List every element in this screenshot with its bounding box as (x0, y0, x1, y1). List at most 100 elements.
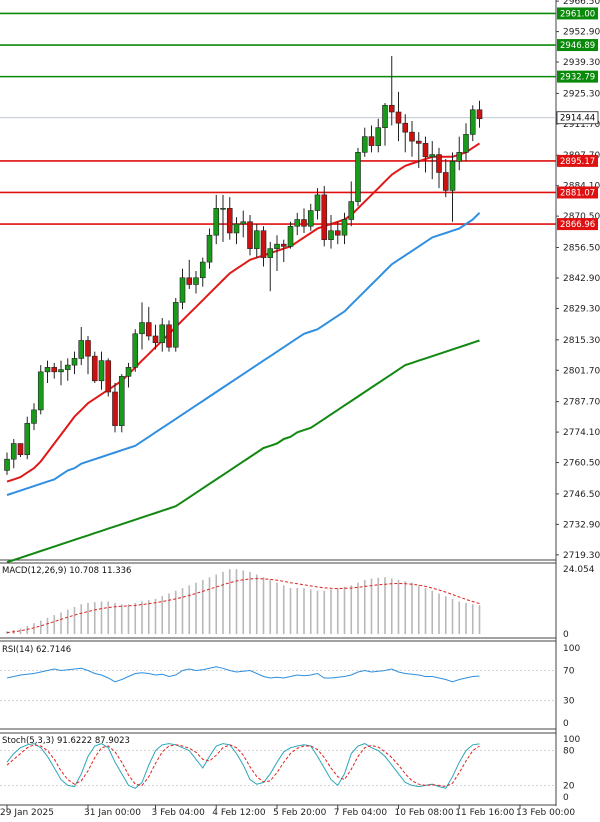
price-tick-label: 2966.50 (563, 0, 600, 7)
candle (64, 364, 71, 370)
macd-tick-label: 0 (563, 630, 569, 640)
candle (463, 134, 469, 153)
candle (85, 340, 91, 357)
candle (334, 230, 341, 236)
price-tick-label: 2829.30 (563, 304, 600, 314)
time-tick-label: 4 Feb 12:00 (212, 808, 266, 818)
candle (442, 172, 449, 191)
price-tick-label: 2856.50 (563, 244, 600, 254)
candle (469, 109, 476, 135)
candle (280, 243, 287, 247)
price-plot-bg (0, 0, 556, 560)
price-tick-label: 2787.70 (563, 398, 600, 408)
time-tick-label: 13 Feb 00:00 (516, 808, 575, 818)
stoch-title: Stoch(5,3,3) 91.6222 87.9023 (2, 736, 130, 746)
candle (193, 277, 199, 285)
price-tick-label: 2746.50 (563, 490, 600, 500)
price-tick-label: 2870.50 (563, 212, 600, 222)
candle (388, 104, 395, 113)
candle (395, 111, 402, 124)
level-tag (557, 154, 598, 167)
price-tick-label: 2925.30 (563, 89, 600, 99)
price-tick-label: 2760.50 (563, 459, 600, 469)
candle (58, 369, 64, 373)
candle (152, 335, 159, 344)
candle (44, 367, 51, 373)
candle (260, 230, 267, 258)
candle (166, 324, 172, 348)
candle (91, 355, 98, 382)
candle (71, 358, 78, 366)
level-tag-label: 2932.79 (560, 73, 595, 83)
candle (132, 333, 139, 368)
candle (274, 243, 280, 249)
candle (78, 340, 85, 359)
price-tick-label: 2801.70 (563, 366, 600, 376)
level-tag-label: 2881.07 (560, 188, 595, 198)
price-tick-label: 2719.30 (563, 551, 600, 561)
candle (456, 152, 463, 162)
candle (213, 208, 220, 236)
candle (206, 234, 213, 263)
candle (247, 221, 253, 249)
stoch-tick-label: 20 (563, 781, 575, 791)
candle (220, 208, 226, 210)
candle (307, 210, 314, 227)
candle (355, 152, 361, 202)
level-tag-label: 2961.00 (560, 9, 595, 19)
candle (186, 277, 193, 285)
candle (31, 409, 37, 424)
candle (361, 136, 368, 153)
candle (159, 324, 166, 344)
candle (139, 322, 145, 335)
candle (240, 221, 247, 225)
candle (476, 109, 483, 120)
price-tick-label: 2842.90 (563, 274, 600, 284)
level-tag-label: 2946.89 (560, 41, 595, 51)
current-price-tag (556, 111, 599, 125)
time-tick-label: 3 Feb 04:00 (152, 808, 206, 818)
candle (294, 219, 301, 227)
stoch-k-line (6, 743, 480, 789)
rsi-panel[interactable]: RSI(14) 62.7146 100 70 30 0 (0, 640, 580, 730)
candle (98, 360, 105, 382)
stoch-tick-label: 100 (563, 735, 580, 745)
candle (375, 127, 382, 146)
ma-blue-line (6, 212, 481, 496)
candle (253, 230, 260, 249)
level-tag (557, 70, 598, 83)
time-tick-label: 29 Jan 2025 (0, 808, 54, 818)
time-tick-label: 31 Jan 00:00 (84, 808, 141, 818)
macd-signal-line (6, 578, 480, 634)
rsi-tick-label: 100 (563, 644, 580, 654)
level-tag (557, 218, 598, 231)
stoch-d-line (6, 744, 480, 788)
price-tick-label: 2952.90 (563, 28, 600, 38)
candle (24, 423, 31, 456)
stoch-tick-label: 80 (563, 747, 575, 757)
candle (37, 371, 44, 411)
candle (105, 360, 112, 393)
macd-tick-label: 24.054 (563, 565, 595, 575)
level-tag (557, 7, 598, 20)
candle (301, 219, 307, 227)
candle (233, 223, 240, 234)
candle (172, 302, 179, 348)
candle (4, 458, 10, 471)
stoch-panel[interactable]: Stoch(5,3,3) 91.6222 87.9023 100 80 20 0 (0, 732, 580, 806)
price-tick-label: 2815.30 (563, 336, 600, 346)
candle (429, 154, 436, 158)
candle (145, 322, 152, 337)
candle (422, 143, 429, 158)
candle (17, 443, 24, 456)
level-tag (557, 39, 598, 52)
rsi-tick-label: 0 (563, 719, 569, 729)
macd-panel[interactable]: MACD(12,26,9) 10.708 11.336 24.054 0 (0, 562, 595, 640)
level-tag-label: 2866.96 (560, 220, 595, 230)
candle (409, 131, 415, 142)
time-axis: 29 Jan 2025 31 Jan 00:00 3 Feb 04:00 4 Feb … (0, 805, 575, 818)
time-tick-label: 11 Feb 16:00 (455, 808, 514, 818)
candle (415, 140, 422, 144)
